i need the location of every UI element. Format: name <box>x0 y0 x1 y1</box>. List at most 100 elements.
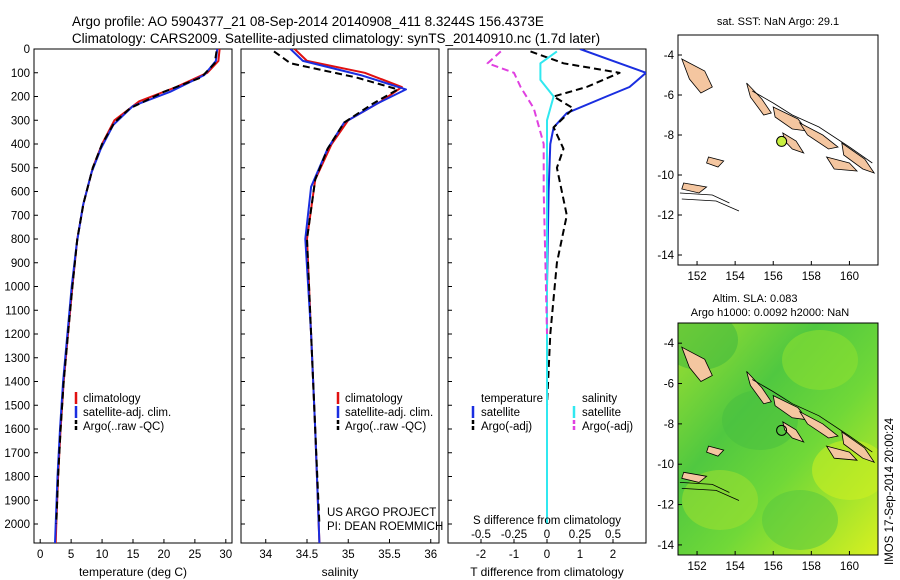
island <box>772 106 809 132</box>
depth-tick-label: 1300 <box>4 353 30 365</box>
series-line-argo-raw-qc- <box>273 50 399 525</box>
island <box>798 410 839 439</box>
map-x-tick-label: 156 <box>764 561 783 573</box>
x-tick-label: 0 <box>37 549 43 561</box>
x-tick-label: 20 <box>158 549 171 561</box>
island <box>681 182 708 194</box>
depth-tick-label: 200 <box>11 92 30 104</box>
depth-tick-label: 900 <box>11 258 30 270</box>
map-x-tick-label: 154 <box>726 271 746 283</box>
depth-tick-label: 2000 <box>4 519 30 531</box>
island <box>681 471 708 483</box>
reef-outline <box>681 488 740 501</box>
legend-label-climatology: climatology <box>345 393 403 405</box>
argo-position-marker <box>776 424 788 436</box>
x-tick-label-s: 0.5 <box>605 529 621 541</box>
island <box>841 431 876 463</box>
figure-title: Argo profile: AO 5904377_21 08-Sep-2014 … <box>72 14 544 29</box>
x-tick-label: -2 <box>476 549 486 561</box>
depth-tick-label: 1500 <box>4 400 30 412</box>
map-y-tick-label: -14 <box>657 250 674 262</box>
x-tick-label-s: -0.5 <box>471 529 491 541</box>
temperature-x-axis: 0 5 10 15 20 25 30 <box>37 539 232 561</box>
map-y-tick-label: -10 <box>657 170 674 182</box>
x-tick-label-s: 0 <box>544 529 550 541</box>
legend-header-salinity: salinity <box>582 393 617 405</box>
x-tick-label: 2 <box>610 549 616 561</box>
temperature-xlabel: temperature (deg C) <box>79 565 187 579</box>
x-tick-label: 34.5 <box>296 549 318 561</box>
depth-tick-label: 600 <box>11 187 30 199</box>
temperature-curves <box>54 49 221 543</box>
depth-tick-label: 400 <box>11 139 30 151</box>
map-x-tick-label: 160 <box>840 271 859 283</box>
salinity-x-axis: 34 34.5 35 35.5 36 <box>259 539 437 561</box>
series-line-satellite-adj-clim- <box>54 49 219 543</box>
series-line-temperature-argo-adj- <box>530 50 621 524</box>
legend-label-salinity-argo: Argo(-adj) <box>582 421 633 433</box>
island <box>681 58 713 94</box>
depth-tick-label: 1900 <box>4 495 30 507</box>
legend-label-argo: Argo(..raw -QC) <box>83 421 164 433</box>
sst-map-axes: 152 154 156 158 160 -4 -6 -8 -10 -12 -14 <box>657 50 859 283</box>
x-tick-label: 36 <box>424 549 437 561</box>
legend-label-temperature-argo: Argo(-adj) <box>481 421 532 433</box>
difference-xlabel: T difference from climatology <box>470 565 624 579</box>
credit-line2: PI: DEAN ROEMMICH <box>327 521 443 533</box>
series-line-temperature-satellite <box>546 49 646 524</box>
legend-label-satellite: satellite-adj. clim. <box>345 407 433 419</box>
salinity-legend: climatology satellite-adj. clim. Argo(..… <box>336 392 433 433</box>
figure-subtitle: Climatology: CARS2009. Satellite-adjuste… <box>72 31 600 46</box>
reef-outline <box>752 90 873 164</box>
difference-curves <box>486 49 646 524</box>
difference-xlabel-top: S difference from climatology <box>473 515 621 527</box>
sla-map-subtitle: Argo h1000: 0.0092 h2000: NaN <box>691 307 849 319</box>
depth-tick-label: 1800 <box>4 472 30 484</box>
x-tick-label: 35.5 <box>378 549 400 561</box>
sla-map-axes: 152 154 156 158 160 -4 -6 -8 -10 -12 -14 <box>657 338 859 573</box>
sla-map-frame <box>677 322 879 556</box>
depth-axis: 0 100 200 300 400 500 600 700 800 900 1000 1100 1200… <box>4 44 452 531</box>
map-y-tick-label: -14 <box>657 540 674 552</box>
map-x-tick-label: 154 <box>726 561 746 573</box>
depth-tick-label: 700 <box>11 210 30 222</box>
depth-tick-label: 1000 <box>4 282 30 294</box>
difference-legend: temperature salinity satellite satellite… <box>471 393 633 433</box>
series-line-climatology <box>54 49 221 543</box>
x-tick-label: 0 <box>544 549 550 561</box>
x-tick-label: 30 <box>219 549 232 561</box>
reef-outline <box>679 482 730 493</box>
map-y-tick-label: -12 <box>657 500 674 512</box>
island <box>681 346 713 383</box>
series-line-climatology <box>293 49 403 543</box>
map-y-tick-label: -4 <box>664 50 675 62</box>
series-line-salinity-argo-adj- <box>486 50 548 335</box>
depth-tick-label: 500 <box>11 163 30 175</box>
depth-tick-label: 800 <box>11 234 30 246</box>
series-line-salinity-satellite <box>539 50 558 524</box>
legend-label-satellite: satellite-adj. clim. <box>83 407 171 419</box>
map-y-tick-label: -4 <box>664 338 675 350</box>
salinity-curves <box>273 49 407 543</box>
x-tick-label: 25 <box>188 549 201 561</box>
depth-tick-label: 1600 <box>4 424 30 436</box>
sst-map-frame <box>677 34 879 266</box>
map-x-tick-label: 152 <box>687 561 706 573</box>
legend-label-climatology: climatology <box>83 393 141 405</box>
x-tick-label-s: -0.25 <box>501 529 527 541</box>
island <box>798 121 839 150</box>
sla-colour-patch <box>782 330 858 390</box>
x-tick-label: 35 <box>342 549 355 561</box>
salinity-xlabel: salinity <box>322 565 359 579</box>
side-stamp: IMOS 17-Sep-2014 20:00:24 <box>884 417 896 565</box>
map-x-tick-label: 158 <box>802 561 821 573</box>
sla-map-area <box>678 323 878 555</box>
map-y-tick-label: -6 <box>664 379 674 391</box>
sst-map-title: sat. SST: NaN Argo: 29.1 <box>717 16 839 28</box>
map-x-tick-label: 152 <box>687 271 706 283</box>
x-tick-label: 10 <box>96 549 109 561</box>
legend-header-temperature: temperature <box>481 393 543 405</box>
map-y-tick-label: -6 <box>664 90 674 102</box>
island <box>772 394 809 421</box>
island <box>825 156 859 172</box>
